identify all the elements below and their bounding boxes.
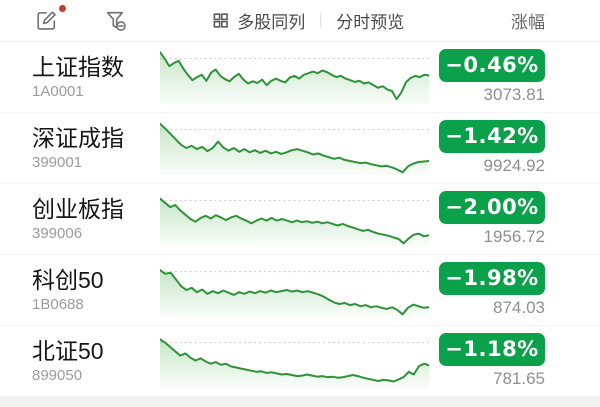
index-info: 深证成指 399001 [32, 125, 160, 171]
bottom-inset [0, 397, 600, 407]
change-percent-badge[interactable]: −1.18% [439, 333, 545, 366]
intraday-sparkline [160, 197, 429, 246]
index-name: 北证50 [32, 337, 104, 364]
index-row-shanghai[interactable]: 上证指数 1A0001 −0.46% 3073.81 [0, 42, 600, 113]
multi-stock-view-button[interactable]: 多股同列 [211, 8, 305, 33]
index-row-shenzhen[interactable]: 深证成指 399001 −1.42% 9924.92 [0, 113, 600, 184]
index-code: 1B0688 [32, 296, 84, 314]
intraday-preview-label: 分时预览 [336, 13, 405, 32]
change-percent-badge[interactable]: −1.42% [439, 120, 545, 153]
change-percent-badge[interactable]: −2.00% [439, 191, 545, 224]
multi-stock-view-label: 多股同列 [237, 13, 306, 32]
change-percent-badge[interactable]: −1.98% [439, 262, 545, 295]
view-tabs: 多股同列 分时预览 [211, 0, 404, 41]
funnel-filter-icon [106, 11, 126, 31]
index-code: 1A0001 [32, 83, 84, 101]
index-name: 科创50 [32, 266, 104, 293]
index-code: 399006 [32, 225, 83, 243]
index-value: 874.03 [493, 298, 545, 317]
index-row-star50[interactable]: 科创50 1B0688 −1.98% 874.03 [0, 255, 600, 326]
index-code: 899050 [32, 367, 83, 385]
intraday-sparkline [160, 269, 429, 317]
index-info: 上证指数 1A0001 [32, 54, 160, 100]
intraday-sparkline [160, 51, 429, 104]
index-code: 399001 [32, 154, 83, 172]
index-info: 科创50 1B0688 [32, 267, 160, 313]
quote-block: −0.46% 3073.81 [439, 49, 545, 105]
edit-compose-icon [37, 11, 56, 30]
change-percent-badge[interactable]: −0.46% [439, 49, 545, 82]
index-name: 深证成指 [32, 124, 124, 151]
intraday-preview-button[interactable]: 分时预览 [336, 8, 404, 33]
index-row-chinext[interactable]: 创业板指 399006 −2.00% 1956.72 [0, 184, 600, 255]
edit-portfolio-button[interactable] [34, 5, 66, 33]
filter-button[interactable] [103, 8, 128, 33]
index-value: 1956.72 [483, 227, 545, 246]
sort-column-header[interactable]: 涨幅 [511, 13, 545, 32]
notification-dot [59, 5, 66, 12]
intraday-sparkline [160, 338, 429, 388]
grid-icon [213, 13, 228, 28]
index-value: 781.65 [493, 369, 545, 388]
quote-block: −1.42% 9924.92 [439, 120, 545, 176]
quote-block: −1.18% 781.65 [439, 333, 545, 389]
index-info: 北证50 899050 [32, 338, 160, 384]
index-name: 上证指数 [32, 53, 124, 80]
quote-block: −1.98% 874.03 [439, 262, 545, 318]
divider [320, 13, 322, 28]
index-value: 9924.92 [483, 156, 545, 175]
intraday-sparkline [160, 122, 429, 175]
toolbar: 多股同列 分时预览 涨幅 [0, 0, 600, 42]
index-name: 创业板指 [32, 195, 124, 222]
index-value: 3073.81 [483, 85, 545, 104]
quote-block: −2.00% 1956.72 [439, 191, 545, 247]
index-info: 创业板指 399006 [32, 196, 160, 242]
index-row-bse50[interactable]: 北证50 899050 −1.18% 781.65 [0, 326, 600, 397]
